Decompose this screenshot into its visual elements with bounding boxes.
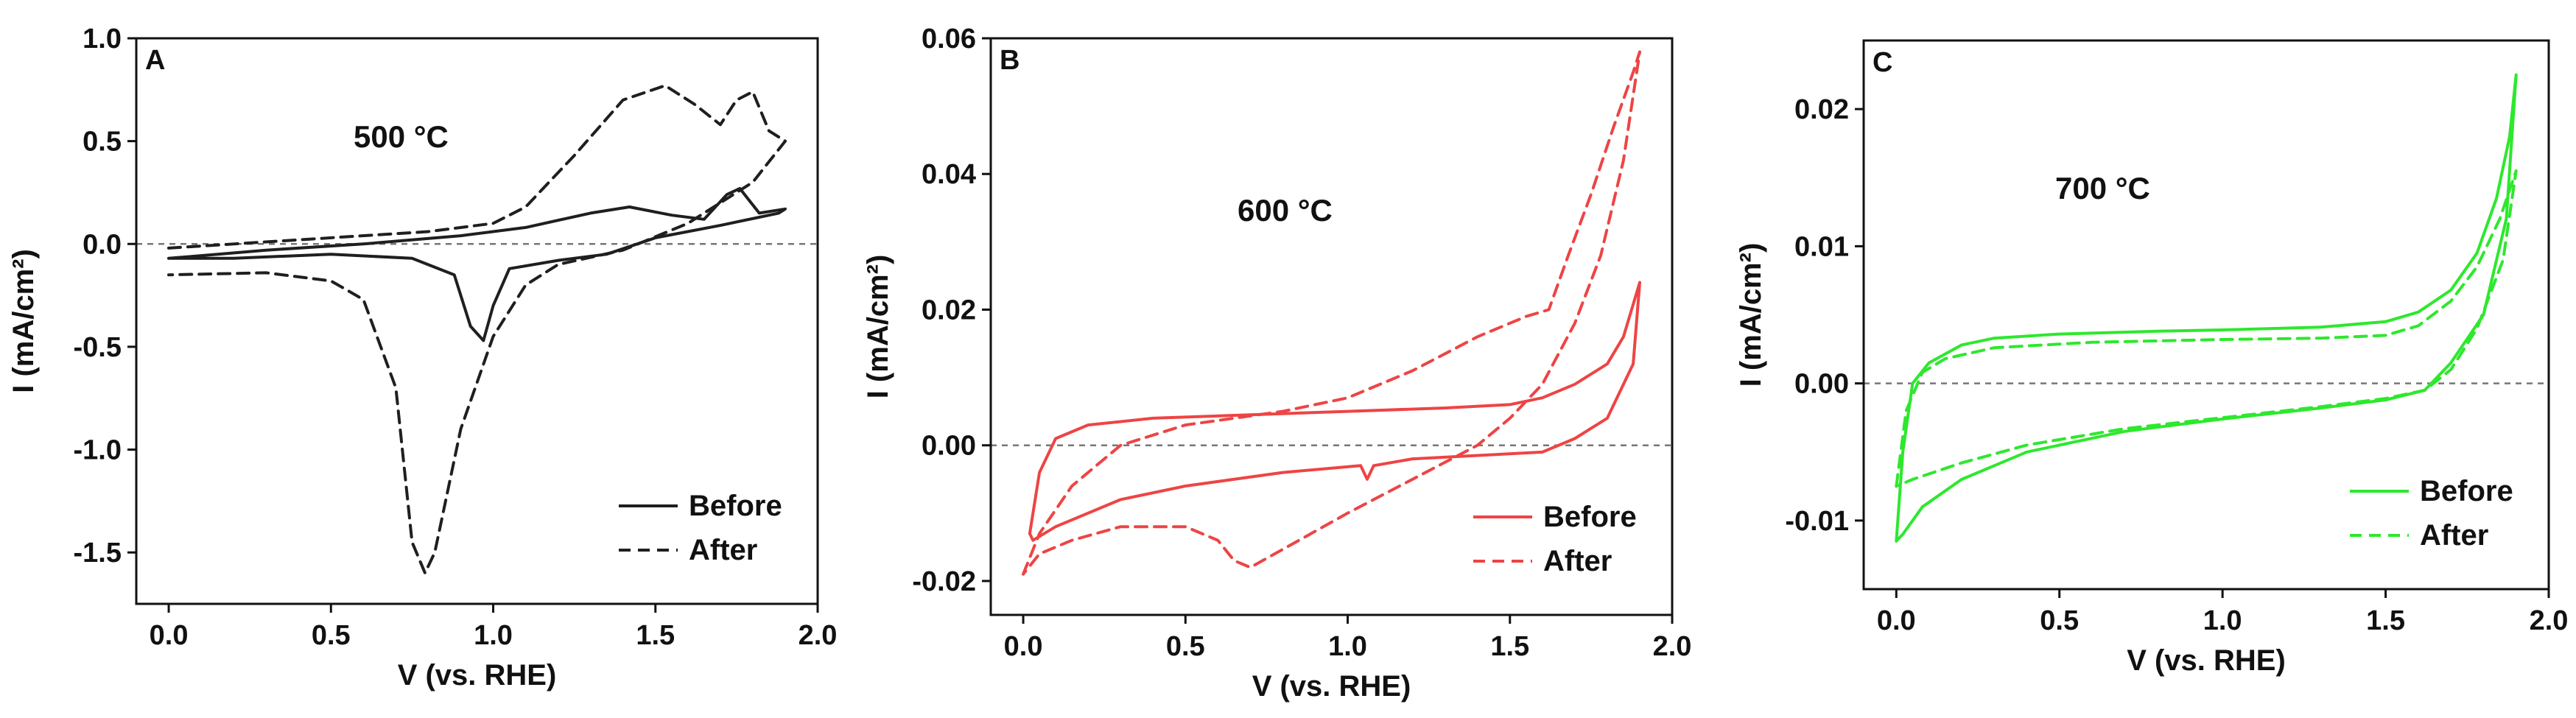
panel-letter: A bbox=[145, 45, 165, 76]
temperature-annotation: 600 °C bbox=[1238, 193, 1333, 228]
x-tick-label: 1.5 bbox=[636, 620, 675, 651]
x-tick-label: 0.5 bbox=[2040, 605, 2079, 636]
series-line-before bbox=[167, 186, 787, 342]
panel-letter: C bbox=[1873, 47, 1892, 78]
legend-label-before: Before bbox=[1543, 501, 1637, 533]
y-axis-label: I (mA/cm²) bbox=[7, 249, 40, 393]
y-tick-label: -0.5 bbox=[74, 332, 122, 363]
y-axis-label: I (mA/cm²) bbox=[862, 255, 894, 399]
panel-letter: B bbox=[1000, 45, 1019, 76]
y-tick-label: 0.5 bbox=[83, 127, 122, 158]
x-tick-label: 2.0 bbox=[1653, 631, 1692, 662]
x-tick-label: 1.5 bbox=[1490, 631, 1529, 662]
y-tick-label: 0.04 bbox=[922, 159, 976, 190]
y-tick-label: 0.02 bbox=[922, 295, 976, 325]
series-line-after bbox=[1895, 169, 2518, 488]
y-tick-label: 0.01 bbox=[1794, 231, 1849, 262]
y-tick-label: -1.0 bbox=[74, 435, 122, 466]
x-tick-label: 2.0 bbox=[799, 620, 838, 651]
x-tick-label: 0.5 bbox=[312, 620, 351, 651]
x-tick-label: 2.0 bbox=[2530, 605, 2569, 636]
legend-label-after: After bbox=[689, 534, 757, 566]
legend-label-before: Before bbox=[2420, 475, 2513, 507]
x-tick-label: 1.0 bbox=[2203, 605, 2242, 636]
y-tick-label: 0.00 bbox=[922, 431, 976, 462]
x-axis-label: V (vs. RHE) bbox=[398, 659, 557, 691]
x-axis-label: V (vs. RHE) bbox=[2127, 644, 2286, 677]
y-tick-label: 0.02 bbox=[1794, 94, 1849, 125]
y-tick-label: 1.0 bbox=[83, 24, 122, 54]
y-tick-label: -0.01 bbox=[1785, 506, 1849, 537]
series-line-before bbox=[1028, 281, 1641, 542]
x-tick-label: 0.0 bbox=[1004, 631, 1043, 662]
plot-frame bbox=[989, 37, 1674, 616]
legend-label-before: Before bbox=[689, 490, 782, 522]
x-axis-label: V (vs. RHE) bbox=[1252, 670, 1411, 703]
x-tick-label: 0.0 bbox=[150, 620, 189, 651]
chart-panel-a: 0.0 0.5 1.0 1.5 2.0 1.0 0.5 0.0 -0.5 -1.0 -1.5 V (v… bbox=[7, 24, 837, 691]
x-tick-label: 1.5 bbox=[2366, 605, 2405, 636]
y-tick-label: -0.02 bbox=[912, 566, 976, 597]
legend-label-after: After bbox=[2420, 519, 2488, 552]
plot-frame bbox=[1862, 39, 2550, 591]
chart-panel-b: 0.0 0.5 1.0 1.5 2.0 0.06 0.04 0.02 0.00 -0.02 V (v… bbox=[862, 24, 1691, 703]
plot-frame bbox=[135, 37, 819, 605]
chart-panel-c: 0.0 0.5 1.0 1.5 2.0 0.02 0.01 0.00 -0.01 V (vs. R… bbox=[1735, 39, 2569, 677]
temperature-annotation: 500 °C bbox=[354, 119, 449, 154]
series-line-after bbox=[167, 84, 787, 575]
x-tick-label: 1.0 bbox=[1328, 631, 1367, 662]
temperature-annotation: 700 °C bbox=[2055, 171, 2150, 205]
x-tick-label: 1.0 bbox=[474, 620, 513, 651]
y-tick-label: 0.06 bbox=[922, 24, 976, 54]
legend-label-after: After bbox=[1543, 545, 1612, 577]
x-tick-label: 0.5 bbox=[1166, 631, 1205, 662]
y-axis-label: I (mA/cm²) bbox=[1735, 243, 1767, 387]
y-tick-label: 0.00 bbox=[1794, 369, 1849, 400]
series-line-before bbox=[1895, 73, 2518, 543]
y-tick-label: -1.5 bbox=[74, 538, 122, 569]
series-line-after bbox=[1022, 50, 1641, 576]
y-tick-label: 0.0 bbox=[83, 229, 122, 260]
x-tick-label: 0.0 bbox=[1877, 605, 1916, 636]
